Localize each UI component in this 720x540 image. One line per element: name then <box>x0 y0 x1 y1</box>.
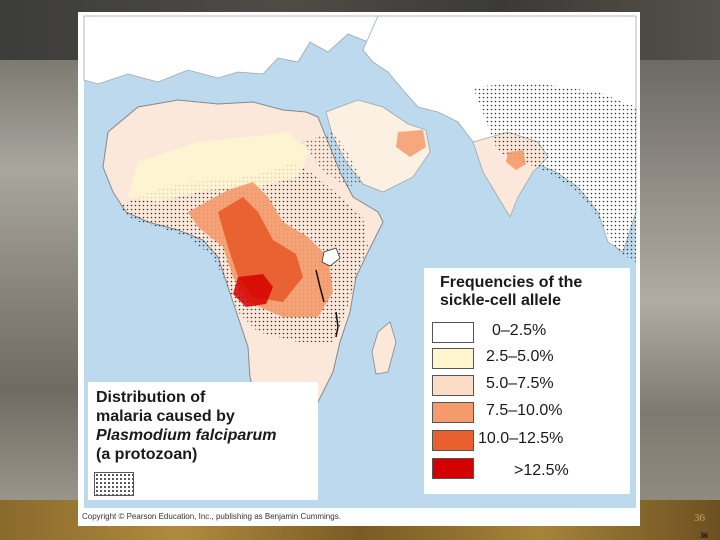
legend-label-4: 10.0–12.5% <box>478 430 564 447</box>
legend-swatch-3 <box>432 402 474 423</box>
legend-title: Frequencies of the sickle-cell allele <box>440 274 640 310</box>
slide-number-footer: 36 <box>700 531 708 540</box>
distribution-line1: Distribution of <box>96 389 206 406</box>
slide-number: 36 <box>694 512 705 524</box>
madagascar-landmass <box>371 321 397 375</box>
legend-label-2: 5.0–7.5% <box>486 375 554 392</box>
malaria-zone-asia <box>473 82 636 262</box>
legend-title-line1: Frequencies of the <box>440 274 583 291</box>
legend-swatch-0 <box>432 322 474 343</box>
legend-label-3: 7.5–10.0% <box>486 402 563 419</box>
slide-panel: Frequencies of the sickle-cell allele 0–… <box>78 12 640 526</box>
copyright-text: Copyright © Pearson Education, Inc., pub… <box>82 512 341 521</box>
legend-swatch-5 <box>432 458 474 479</box>
lake-malawi <box>335 311 339 338</box>
distribution-title: Distribution of malaria caused by Plasmo… <box>96 388 336 464</box>
zone-10-12.5 <box>218 197 303 302</box>
malaria-stipple-swatch <box>94 472 134 496</box>
legend-swatch-2 <box>432 375 474 396</box>
distribution-line3: Plasmodium falciparum <box>96 427 277 444</box>
zone-india-7.5-10 <box>506 150 526 170</box>
malaria-zone-arabia <box>303 132 363 187</box>
legend-label-5: >12.5% <box>514 462 569 479</box>
distribution-line2: malaria caused by <box>96 408 235 425</box>
legend-title-line2: sickle-cell allele <box>440 292 561 309</box>
zone-arabia-7.5-10 <box>396 130 426 157</box>
lake-victoria <box>321 247 341 267</box>
lake-tanganyika <box>315 269 325 303</box>
zone-2.5-5 <box>128 132 310 202</box>
legend-swatch-4 <box>432 430 474 451</box>
legend-label-0: 0–2.5% <box>492 322 547 339</box>
legend-label-1: 2.5–5.0% <box>486 348 554 365</box>
background-stone-right <box>638 60 720 500</box>
zone-over-12.5 <box>233 274 273 307</box>
background-stone-left <box>0 60 80 500</box>
distribution-line4: (a protozoan) <box>96 446 198 463</box>
legend-swatch-1 <box>432 348 474 369</box>
